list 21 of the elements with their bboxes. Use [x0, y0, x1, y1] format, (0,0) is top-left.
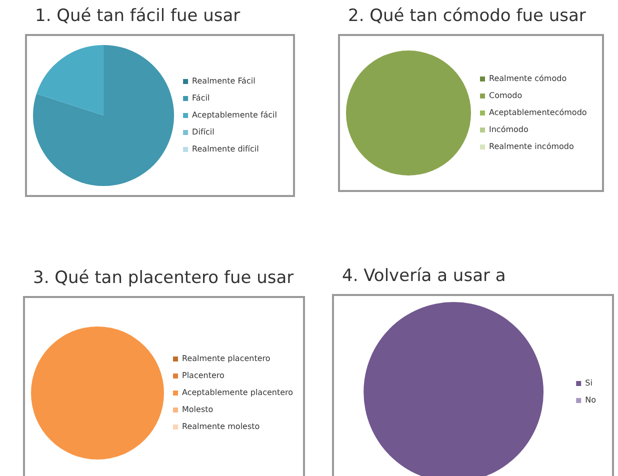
- chart-title: 2. Qué tan cómodo fue usar: [348, 6, 587, 28]
- legend-label: Realmente placentero: [182, 354, 270, 364]
- chart-title: 1. Qué tan fácil fue usar: [35, 6, 242, 28]
- legend-label: Aceptablemente fácil: [192, 110, 278, 120]
- legend-label: Fácil: [192, 94, 210, 103]
- legend-label: Realmente incómodo: [489, 142, 574, 152]
- legend-label: Realmente Fácil: [192, 76, 256, 86]
- legend-label: Aceptablementecómodo: [489, 108, 587, 118]
- legend-label: Comodo: [489, 91, 522, 100]
- legend-label: Realmente cómodo: [489, 74, 567, 84]
- legend-label: Difícil: [192, 128, 214, 137]
- legend-label: No: [585, 396, 596, 405]
- chart-title: 3. Qué tan placentero fue usar: [33, 268, 295, 290]
- legend-label: Placentero: [182, 371, 225, 380]
- legend-label: Si: [585, 378, 592, 388]
- legend-label: Molesto: [182, 405, 214, 414]
- legend-label: Incómodo: [489, 125, 528, 134]
- chart-title: 4. Volvería a usar a: [342, 266, 507, 288]
- legend-label: Realmente difícil: [192, 144, 259, 154]
- legend-label: Realmente molesto: [182, 422, 260, 432]
- legend-label: Aceptablemente placentero: [182, 388, 294, 398]
